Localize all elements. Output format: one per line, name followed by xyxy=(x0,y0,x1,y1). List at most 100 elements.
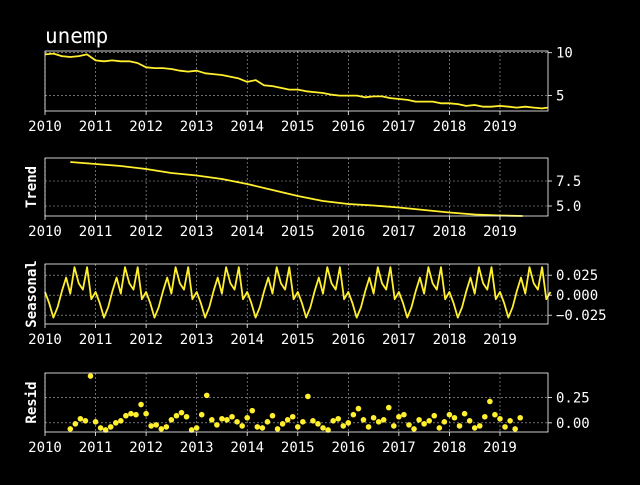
resid-point-78 xyxy=(461,410,468,417)
seasonal-xtick-label-5: 2015 xyxy=(281,332,315,348)
resid-ytick-label-0: 0.00 xyxy=(556,416,590,432)
resid-xtick-label-2: 2012 xyxy=(129,440,163,456)
resid-point-54 xyxy=(340,423,347,429)
resid-point-58 xyxy=(360,416,367,423)
resid-point-32 xyxy=(229,413,235,420)
resid-point-64 xyxy=(391,423,397,429)
seasonal-xtick-label-9: 2019 xyxy=(483,332,517,348)
resid-point-35 xyxy=(244,414,251,421)
seasonal-ytick-label-0: −0.025 xyxy=(556,308,607,324)
observed-xtick-label-6: 2016 xyxy=(331,119,365,135)
resid-xtick-label-0: 2010 xyxy=(28,440,62,456)
resid-point-24 xyxy=(188,427,195,433)
resid-point-1 xyxy=(72,421,79,427)
observed-xtick-label-7: 2017 xyxy=(382,119,416,135)
seasonal-xtick-label-4: 2014 xyxy=(230,332,264,348)
seasonal-xtick-label-2: 2012 xyxy=(129,332,163,348)
trend-ytick-label-0: 5.0 xyxy=(556,199,581,215)
seasonal-ytick-label-1: 0.000 xyxy=(556,288,598,304)
resid-point-36 xyxy=(249,407,256,414)
resid-point-8 xyxy=(107,424,114,430)
resid-point-70 xyxy=(421,421,427,427)
seasonal-ytick-label-2: 0.025 xyxy=(556,268,598,284)
trend-xtick-label-5: 2015 xyxy=(281,224,315,240)
resid-point-9 xyxy=(112,420,119,426)
resid-point-72 xyxy=(431,412,438,419)
resid-point-71 xyxy=(426,418,433,424)
resid-point-55 xyxy=(345,420,352,426)
resid-point-75 xyxy=(446,411,453,418)
observed-xtick-label-8: 2018 xyxy=(433,119,467,135)
resid-point-53 xyxy=(335,415,342,422)
resid-point-85 xyxy=(497,415,503,422)
observed-xtick-label-1: 2011 xyxy=(79,119,113,135)
trend-xtick-label-0: 2010 xyxy=(28,224,62,240)
observed-xtick-label-3: 2013 xyxy=(180,119,214,135)
resid-point-47 xyxy=(305,393,311,400)
resid-point-66 xyxy=(401,411,407,418)
resid-point-41 xyxy=(274,426,281,432)
resid-point-88 xyxy=(512,426,518,432)
trend-ylabel: Trend xyxy=(24,166,40,208)
resid-xtick-label-4: 2014 xyxy=(230,440,264,456)
resid-point-42 xyxy=(279,421,286,427)
seasonal-xtick-label-6: 2016 xyxy=(331,332,365,348)
resid-point-69 xyxy=(416,416,422,423)
resid-point-4 xyxy=(87,373,94,379)
resid-point-21 xyxy=(173,412,180,419)
resid-point-84 xyxy=(492,411,498,418)
resid-point-15 xyxy=(143,410,149,417)
resid-ylabel: Resid xyxy=(24,381,40,423)
resid-point-76 xyxy=(451,414,458,421)
resid-point-57 xyxy=(355,405,362,412)
resid-point-62 xyxy=(380,416,387,423)
seasonal-xtick-label-0: 2010 xyxy=(28,332,62,348)
resid-ytick-label-1: 0.25 xyxy=(556,390,590,406)
resid-xtick-label-1: 2011 xyxy=(79,440,113,456)
resid-point-68 xyxy=(411,426,417,432)
resid-point-29 xyxy=(214,422,220,428)
resid-xtick-label-7: 2017 xyxy=(382,440,416,456)
resid-point-10 xyxy=(118,418,124,424)
observed-xtick-label-4: 2014 xyxy=(230,119,264,135)
seasonal-ylabel: Seasonal xyxy=(24,260,40,327)
resid-xtick-label-8: 2018 xyxy=(433,440,467,456)
resid-point-11 xyxy=(123,412,129,419)
trend-xtick-label-8: 2018 xyxy=(433,224,467,240)
resid-point-28 xyxy=(209,416,215,423)
resid-point-86 xyxy=(502,424,508,430)
resid-point-80 xyxy=(471,425,478,431)
resid-xtick-label-5: 2015 xyxy=(281,440,315,456)
resid-point-30 xyxy=(219,415,225,422)
seasonal-xtick-label-7: 2017 xyxy=(382,332,416,348)
resid-point-39 xyxy=(264,419,271,425)
seasonal-frame xyxy=(44,263,549,325)
resid-point-67 xyxy=(406,422,412,428)
resid-point-18 xyxy=(158,426,165,432)
resid-point-16 xyxy=(148,423,154,429)
resid-point-5 xyxy=(92,419,99,425)
trend-xtick-label-1: 2011 xyxy=(79,224,113,240)
resid-point-3 xyxy=(82,418,89,424)
observed-xtick-label-0: 2010 xyxy=(28,119,62,135)
seasonal-xtick-label-3: 2013 xyxy=(180,332,214,348)
resid-frame xyxy=(44,372,549,433)
trend-xtick-label-3: 2013 xyxy=(180,224,214,240)
resid-point-40 xyxy=(269,412,276,419)
trend-xtick-label-6: 2016 xyxy=(331,224,365,240)
observed-ytick-label-0: 5 xyxy=(556,89,564,105)
resid-point-13 xyxy=(133,411,139,418)
resid-point-25 xyxy=(193,425,200,431)
resid-point-56 xyxy=(350,411,357,418)
resid-point-60 xyxy=(370,414,377,421)
resid-point-43 xyxy=(284,416,291,423)
resid-point-17 xyxy=(153,422,160,428)
resid-point-59 xyxy=(365,424,372,430)
resid-point-77 xyxy=(456,423,463,429)
resid-point-27 xyxy=(203,392,210,399)
resid-point-79 xyxy=(466,418,473,424)
resid-point-22 xyxy=(178,409,185,416)
resid-xtick-label-3: 2013 xyxy=(180,440,214,456)
resid-point-83 xyxy=(487,398,493,405)
